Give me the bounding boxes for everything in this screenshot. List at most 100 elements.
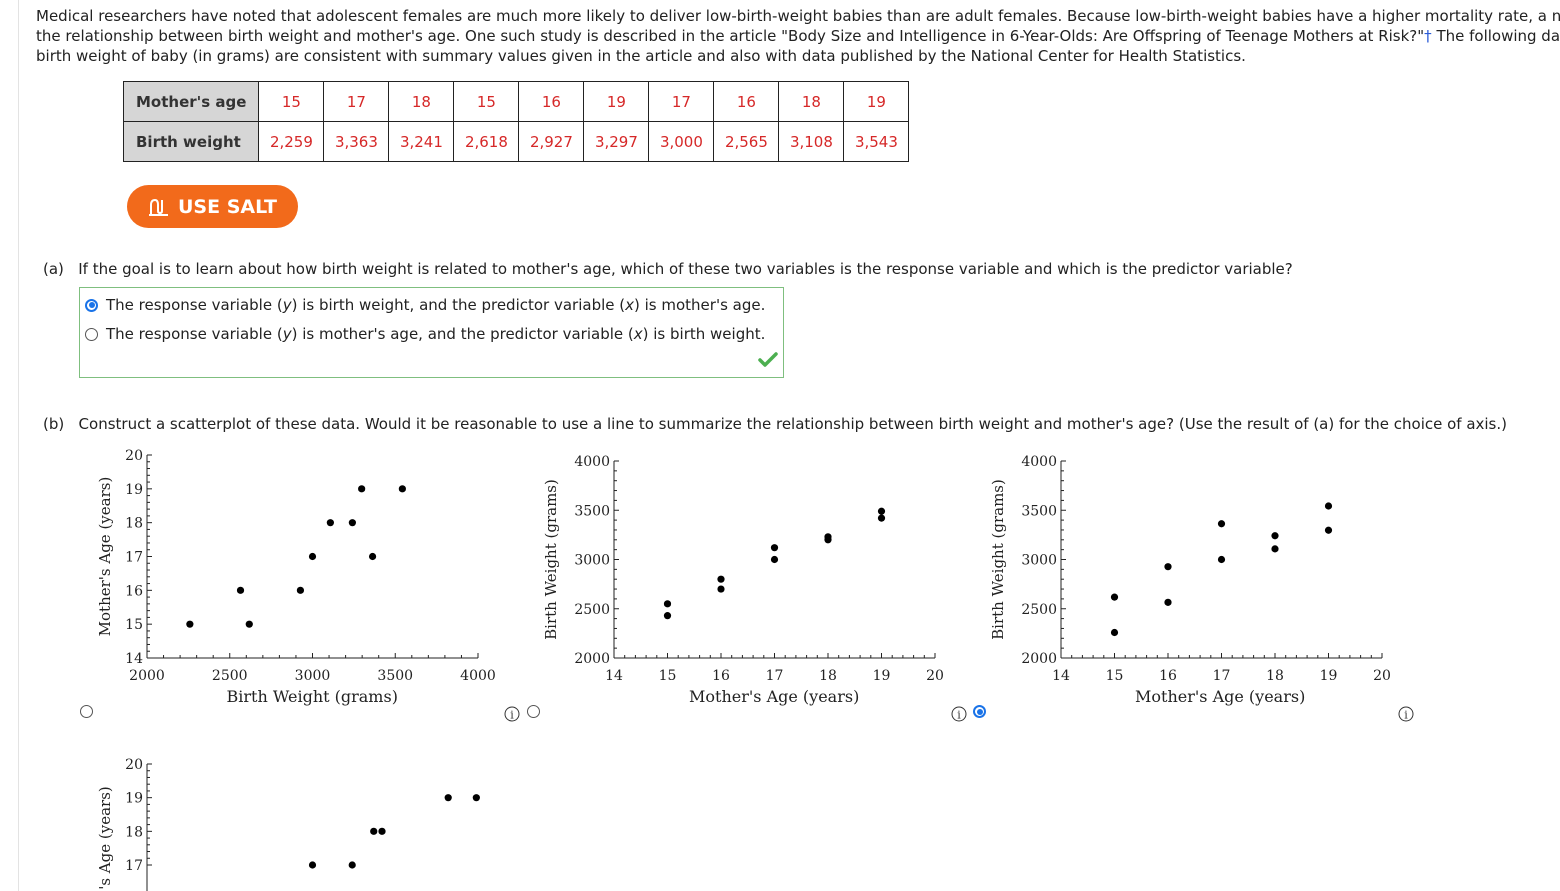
x-tick-label: 17: [766, 668, 784, 684]
x-tick-label: 14: [605, 668, 623, 684]
data-point: [236, 586, 245, 594]
x-tick-label: 20: [1373, 668, 1391, 684]
data-point: [1164, 563, 1172, 571]
plot-choice-radio-3[interactable]: [973, 705, 986, 718]
info-icon[interactable]: i: [951, 706, 967, 722]
intro-line-2a: the relationship between birth weight an…: [36, 27, 1425, 45]
x-tick-label: 16: [1159, 668, 1177, 684]
data-point: [770, 544, 779, 552]
data-point: [877, 507, 886, 515]
info-icon[interactable]: i: [504, 706, 520, 722]
plot-choice-radio-1[interactable]: [80, 705, 93, 718]
y-tick-label: 20: [125, 448, 143, 464]
plot-choice-radio-2[interactable]: [527, 705, 540, 718]
table-cell: 16: [713, 81, 780, 122]
y-tick-label: 18: [125, 824, 143, 840]
info-icon[interactable]: i: [1398, 706, 1414, 722]
x-tick-label: 16: [712, 668, 730, 684]
data-point: [1324, 502, 1333, 510]
y-tick-label: 15: [125, 617, 143, 633]
part-a-text: If the goal is to learn about how birth …: [78, 260, 1293, 278]
table-row-weight: Birth weight 2,259 3,363 3,241 2,618 2,9…: [122, 121, 910, 162]
x-axis-label: Mother's Age (years): [689, 687, 860, 706]
radio-unselected[interactable]: [85, 327, 98, 341]
y-tick-label: 18: [125, 516, 143, 532]
x-tick-label: 2500: [212, 668, 248, 684]
data-point: [770, 555, 779, 564]
intro-text: Medical researchers have noted that adol…: [36, 6, 1560, 66]
svg-text:i: i: [510, 709, 514, 722]
data-point: [308, 552, 317, 561]
table-cell: 2,565: [713, 121, 780, 162]
intro-line-3: birth weight of baby (in grams) are cons…: [36, 47, 1246, 65]
table-cell: 15: [453, 81, 520, 122]
data-point: [877, 514, 886, 522]
data-point: [370, 827, 378, 835]
part-b-label: (b): [43, 415, 65, 433]
x-tick-label: 2000: [129, 668, 165, 684]
table-cell: 15: [258, 81, 325, 122]
data-point: [358, 485, 366, 493]
data-point: [717, 585, 725, 593]
data-point: [296, 586, 305, 594]
part-b-question: (b) Construct a scatterplot of these dat…: [43, 415, 1507, 433]
data-point: [378, 827, 386, 835]
svg-text:i: i: [1404, 709, 1408, 722]
y-tick-label: 3500: [574, 503, 610, 519]
data-point: [398, 485, 406, 493]
x-axis-label: Mother's Age (years): [1135, 687, 1306, 706]
data-point: [1324, 526, 1333, 534]
check-icon: [758, 352, 778, 367]
x-tick-label: 15: [1106, 668, 1124, 684]
y-axis-label: Birth Weight (grams): [989, 479, 1007, 640]
x-tick-label: 3500: [377, 668, 413, 684]
x-tick-label: 18: [819, 668, 837, 684]
x-axis-label: Birth Weight (grams): [226, 687, 398, 706]
y-tick-label: 3000: [1021, 553, 1057, 569]
part-a-answer-box: The response variable (y) is birth weigh…: [79, 287, 784, 378]
y-tick-label: 2500: [574, 602, 610, 618]
y-tick-label: 17: [125, 550, 143, 566]
table-cell: 3,543: [843, 121, 910, 162]
y-axis-label: Mother's Age (years): [96, 477, 114, 637]
data-point: [1217, 520, 1226, 528]
data-point: [348, 519, 356, 527]
data-point: [663, 612, 672, 620]
data-point: [308, 861, 317, 869]
y-tick-label: 17: [125, 858, 143, 874]
intro-line-1: Medical researchers have noted that adol…: [36, 7, 1560, 25]
radio-selected[interactable]: [85, 298, 98, 312]
y-tick-label: 20: [125, 757, 143, 773]
table-cell: 3,297: [583, 121, 650, 162]
left-rule: [18, 0, 19, 891]
use-salt-button[interactable]: USE SALT: [127, 185, 298, 228]
table-cell: 2,618: [453, 121, 520, 162]
y-tick-label: 3500: [1021, 503, 1057, 519]
data-point: [1110, 628, 1119, 637]
part-a-label: (a): [43, 260, 64, 278]
x-tick-label: 19: [1320, 668, 1338, 684]
data-point: [717, 575, 725, 583]
data-point: [1164, 598, 1172, 606]
data-point: [472, 794, 480, 802]
data-point: [1110, 593, 1119, 601]
table-cell: 17: [648, 81, 715, 122]
y-tick-label: 14: [125, 651, 143, 667]
table-cell: 2,259: [258, 121, 325, 162]
table-cell: 2,927: [518, 121, 585, 162]
y-tick-label: 2000: [1021, 651, 1057, 667]
use-salt-label: USE SALT: [177, 195, 278, 218]
y-axis-label: 's Age (years): [96, 786, 114, 890]
option-response-mothers-age[interactable]: The response variable (y) is mother's ag…: [85, 325, 765, 343]
data-table: Mother's age 15 17 18 15 16 19 17 16 18 …: [122, 81, 910, 162]
data-point: [348, 861, 356, 869]
option-response-birth-weight[interactable]: The response variable (y) is birth weigh…: [85, 296, 765, 314]
svg-text:i: i: [957, 709, 961, 722]
table-row-age: Mother's age 15 17 18 15 16 19 17 16 18 …: [122, 81, 910, 122]
y-tick-label: 19: [125, 791, 143, 807]
data-point: [1271, 545, 1279, 553]
footnote-link[interactable]: †: [1424, 27, 1432, 45]
